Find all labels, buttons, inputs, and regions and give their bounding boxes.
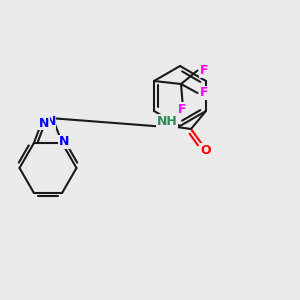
Text: N: N [39, 117, 49, 130]
Text: F: F [200, 64, 208, 77]
Text: F: F [200, 86, 208, 100]
Text: N: N [58, 135, 69, 148]
Text: O: O [201, 143, 211, 157]
Text: NH: NH [157, 115, 177, 128]
Text: N: N [45, 115, 56, 128]
Text: F: F [178, 103, 187, 116]
